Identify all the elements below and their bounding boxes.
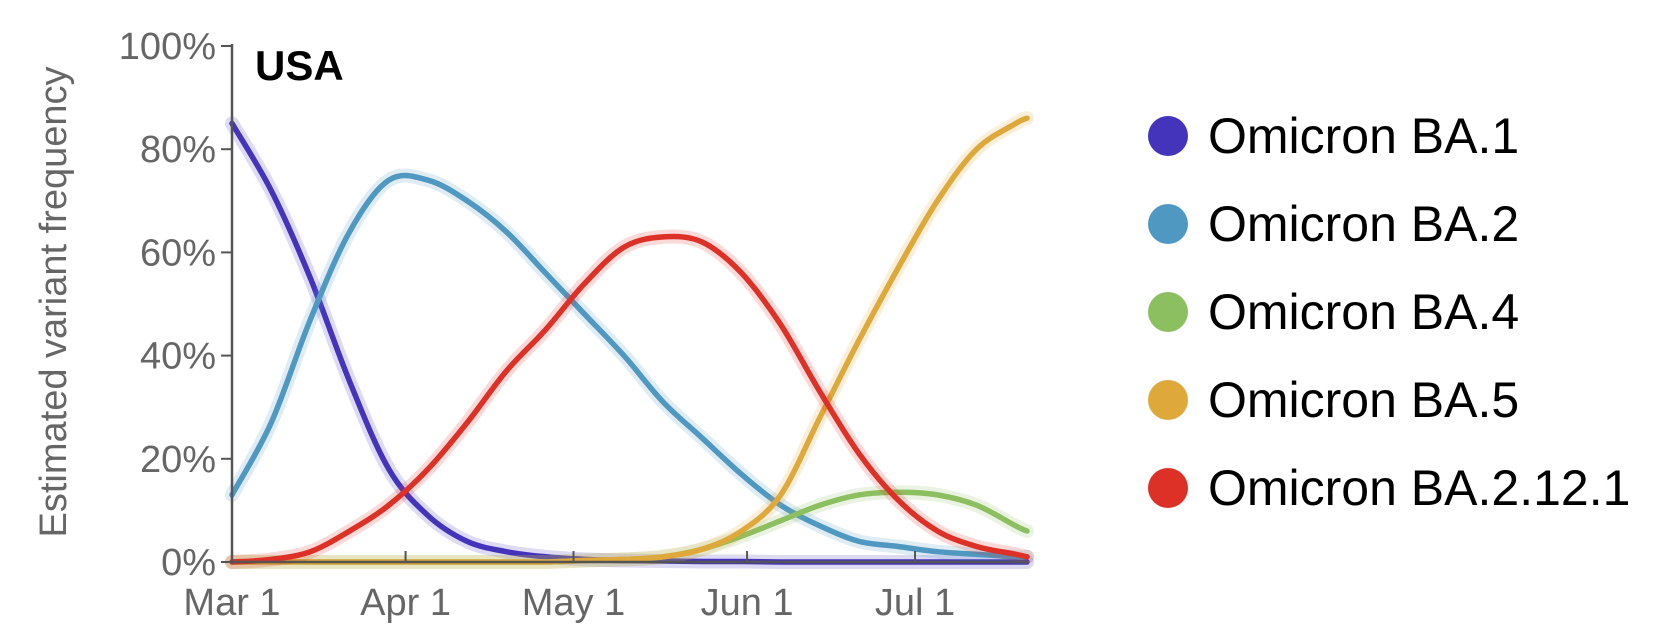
- x-tick-label: Jun 1: [701, 582, 794, 624]
- legend-marker: [1148, 468, 1188, 508]
- y-tick-label: 100%: [119, 26, 216, 68]
- legend-label: Omicron BA.2.12.1: [1208, 460, 1630, 516]
- legend: Omicron BA.1 Omicron BA.2 Omicron BA.4 Omic…: [1148, 108, 1630, 516]
- legend-label: Omicron BA.2: [1208, 196, 1519, 252]
- chart-title: USA: [255, 42, 344, 89]
- series-line-4: [229, 233, 1030, 565]
- y-tick-label: 20%: [140, 439, 216, 481]
- legend-marker: [1148, 204, 1188, 244]
- y-tick-label: 80%: [140, 129, 216, 171]
- y-tick-label: 0%: [161, 542, 216, 584]
- y-tick-label: 40%: [140, 336, 216, 378]
- x-tick-label: Mar 1: [183, 582, 280, 624]
- x-tick-label: May 1: [522, 582, 625, 624]
- legend-marker: [1148, 116, 1188, 156]
- series-line-1: [229, 172, 1030, 560]
- legend-label: Omicron BA.4: [1208, 284, 1519, 340]
- y-axis-title: Estimated variant frequency: [33, 66, 75, 537]
- x-tick-label: Apr 1: [360, 582, 451, 624]
- legend-marker: [1148, 380, 1188, 420]
- plot-area: [225, 111, 1034, 569]
- legend-marker: [1148, 292, 1188, 332]
- axes: 0% 20% 40% 60% 80% 100% Mar 1 Apr 1 May 1 Jun 1 Ju…: [119, 26, 1027, 624]
- x-tick-label: Jul 1: [875, 582, 955, 624]
- legend-label: Omicron BA.1: [1208, 108, 1519, 164]
- legend-label: Omicron BA.5: [1208, 372, 1519, 428]
- y-tick-label: 60%: [140, 232, 216, 274]
